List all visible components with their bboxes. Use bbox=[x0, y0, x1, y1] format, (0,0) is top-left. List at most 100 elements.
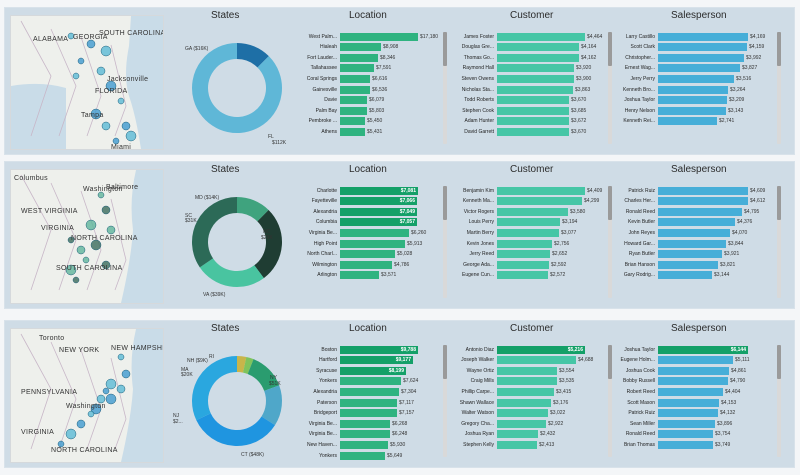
customer-bar[interactable] bbox=[497, 74, 574, 83]
customer-row[interactable]: Joseph Walker $4,688 bbox=[457, 356, 593, 365]
donut-slice[interactable] bbox=[236, 43, 269, 68]
location-bar[interactable]: $8,199 bbox=[340, 366, 406, 375]
map-visual[interactable]: Toronto NEW YORK NEW HAMPSHIRE PENNSYLVANIA… bbox=[10, 328, 164, 463]
customer-bar[interactable] bbox=[497, 377, 557, 386]
map-bubble[interactable] bbox=[125, 130, 137, 142]
donut-slice[interactable] bbox=[192, 356, 238, 421]
salesperson-row[interactable]: Joshua Taylor $3,209 bbox=[618, 96, 744, 105]
map-bubble[interactable] bbox=[97, 191, 105, 199]
location-row[interactable]: High Point $5,913 bbox=[300, 239, 422, 248]
customer-row[interactable]: Shawn Wallace $3,176 bbox=[457, 398, 568, 407]
location-row[interactable]: Fort Lauder... $8,346 bbox=[300, 53, 395, 62]
customer-bar[interactable] bbox=[497, 117, 569, 126]
donut-slice[interactable] bbox=[236, 356, 247, 373]
donut-slice[interactable] bbox=[253, 209, 282, 279]
scrollbar-thumb[interactable] bbox=[777, 186, 781, 220]
states-donut-chart[interactable] bbox=[185, 339, 290, 464]
map-bubble[interactable] bbox=[106, 225, 116, 235]
salesperson-bar[interactable] bbox=[658, 117, 717, 126]
location-row[interactable]: New Haven... $5,930 bbox=[300, 440, 405, 449]
location-bar[interactable] bbox=[340, 74, 370, 83]
location-bar[interactable]: $9,177 bbox=[340, 356, 413, 365]
customer-row[interactable]: Joshua Ryan $2,432 bbox=[457, 430, 555, 439]
location-row[interactable]: Columbia $7,057 bbox=[300, 218, 417, 227]
customer-row[interactable]: Stephen Kelly $2,413 bbox=[457, 440, 554, 449]
location-row[interactable]: Coral Springs $6,616 bbox=[300, 74, 387, 83]
customer-row[interactable]: Antonio Diaz $5,216 bbox=[457, 345, 585, 354]
customer-bar[interactable] bbox=[497, 197, 582, 206]
customer-row[interactable]: Stephen Cook $3,685 bbox=[457, 106, 586, 115]
salesperson-bar[interactable] bbox=[658, 64, 740, 73]
salesperson-row[interactable]: Brian Hanson $3,821 bbox=[618, 260, 735, 269]
customer-row[interactable]: Jerry Reed $2,652 bbox=[457, 250, 567, 259]
location-row[interactable]: Virginia Be... $6,268 bbox=[300, 419, 407, 428]
salesperson-bar[interactable] bbox=[658, 186, 748, 195]
map-bubble[interactable] bbox=[100, 45, 112, 57]
location-bar[interactable] bbox=[340, 64, 374, 73]
location-row[interactable]: Hialeah $8,908 bbox=[300, 43, 398, 52]
location-bar[interactable] bbox=[340, 387, 399, 396]
customer-bar[interactable] bbox=[497, 186, 585, 195]
salesperson-bar[interactable] bbox=[658, 228, 730, 237]
salesperson-row[interactable]: Bobby Russell $4,790 bbox=[618, 377, 745, 386]
customer-bar[interactable] bbox=[497, 53, 579, 62]
map-bubble[interactable] bbox=[57, 440, 65, 448]
salesperson-bar[interactable] bbox=[658, 32, 748, 41]
customer-row[interactable]: Eugene Cun... $2,572 bbox=[457, 271, 565, 280]
map-bubble[interactable] bbox=[67, 236, 75, 244]
map-bubble[interactable] bbox=[90, 108, 102, 120]
donut-slice[interactable] bbox=[247, 359, 280, 392]
donut-slice[interactable] bbox=[196, 412, 275, 446]
salesperson-bar[interactable] bbox=[658, 53, 744, 62]
location-bar[interactable] bbox=[340, 451, 385, 460]
salesperson-row[interactable]: Henry Nelson $3,143 bbox=[618, 106, 743, 115]
customer-bar[interactable] bbox=[497, 250, 550, 259]
customer-bar[interactable] bbox=[497, 440, 537, 449]
salesperson-row[interactable]: Robert Reed $4,404 bbox=[618, 387, 740, 396]
map-visual[interactable]: Columbus WEST VIRGINIA Washington Baltimore… bbox=[10, 169, 164, 304]
salesperson-bar[interactable] bbox=[658, 387, 723, 396]
map-bubble[interactable] bbox=[82, 256, 90, 264]
salesperson-row[interactable]: Ryan Butler $3,921 bbox=[618, 250, 739, 259]
map-bubble[interactable] bbox=[105, 393, 117, 405]
map-bubble[interactable] bbox=[76, 245, 86, 255]
customer-row[interactable]: Victor Rogers $3,580 bbox=[457, 207, 585, 216]
customer-row[interactable]: Louis Perry $3,194 bbox=[457, 218, 577, 227]
customer-row[interactable]: Craig Mills $3,535 bbox=[457, 377, 574, 386]
location-bar[interactable] bbox=[340, 127, 365, 136]
location-bar[interactable] bbox=[340, 260, 392, 269]
salesperson-row[interactable]: Ronald Reed $4,795 bbox=[618, 207, 759, 216]
salesperson-bar[interactable] bbox=[658, 440, 713, 449]
customer-row[interactable]: Benjamin Kim $4,409 bbox=[457, 186, 602, 195]
location-row[interactable]: Tallahassee $7,591 bbox=[300, 64, 391, 73]
customer-bar[interactable] bbox=[497, 218, 560, 227]
salesperson-bar[interactable] bbox=[658, 207, 742, 216]
map-bubble[interactable] bbox=[105, 80, 117, 92]
location-row[interactable]: Arlington $3,571 bbox=[300, 271, 396, 280]
map-bubble[interactable] bbox=[87, 410, 95, 418]
customer-bar[interactable] bbox=[497, 398, 551, 407]
salesperson-bar[interactable] bbox=[658, 366, 729, 375]
customer-bar[interactable] bbox=[497, 430, 538, 439]
customer-bar[interactable] bbox=[497, 260, 549, 269]
salesperson-row[interactable]: Charles Her... $4,612 bbox=[618, 197, 765, 206]
salesperson-bar[interactable] bbox=[658, 43, 747, 52]
map-bubble[interactable] bbox=[101, 205, 111, 215]
location-row[interactable]: Fayetteville $7,066 bbox=[300, 197, 417, 206]
salesperson-bar[interactable]: $6,144 bbox=[658, 345, 748, 354]
location-row[interactable]: North Charl... $5,028 bbox=[300, 250, 412, 259]
customer-row[interactable]: Nicholas Sta... $3,863 bbox=[457, 85, 590, 94]
salesperson-row[interactable]: Patrick Ruiz $4,132 bbox=[618, 409, 735, 418]
scrollbar[interactable] bbox=[777, 345, 781, 457]
location-row[interactable]: Wilmington $4,786 bbox=[300, 260, 409, 269]
location-row[interactable]: Bridgeport $7,157 bbox=[300, 409, 414, 418]
map-bubble[interactable] bbox=[77, 57, 85, 65]
location-row[interactable]: Syracuse $8,199 bbox=[300, 366, 406, 375]
location-bar[interactable] bbox=[340, 117, 365, 126]
customer-bar[interactable] bbox=[497, 366, 557, 375]
location-row[interactable]: Boston $9,788 bbox=[300, 345, 418, 354]
customer-bar[interactable] bbox=[497, 96, 569, 105]
map-bubble[interactable] bbox=[117, 353, 125, 361]
salesperson-bar[interactable] bbox=[658, 260, 718, 269]
salesperson-bar[interactable] bbox=[658, 430, 713, 439]
